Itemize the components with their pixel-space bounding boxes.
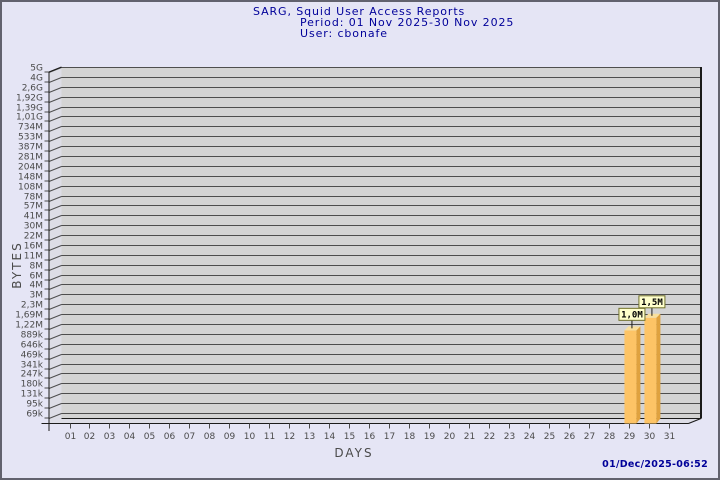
- bar-value-labels: 1,0M 1,5M: [618, 295, 666, 329]
- chart-3d-walls: [49, 67, 701, 424]
- svg-text:281M: 281M: [18, 153, 43, 163]
- svg-text:12: 12: [284, 432, 295, 442]
- svg-text:21: 21: [464, 432, 475, 442]
- svg-text:04: 04: [124, 432, 136, 442]
- svg-text:1,01G: 1,01G: [16, 113, 43, 123]
- svg-text:2,6G: 2,6G: [22, 84, 43, 94]
- svg-text:5G: 5G: [30, 64, 43, 74]
- svg-text:19: 19: [424, 432, 436, 442]
- y-axis-label: BYTES: [10, 241, 24, 289]
- svg-text:646k: 646k: [21, 341, 44, 351]
- svg-text:57M: 57M: [24, 202, 43, 212]
- svg-text:05: 05: [144, 432, 155, 442]
- svg-text:07: 07: [184, 432, 195, 442]
- svg-text:341k: 341k: [21, 361, 44, 371]
- svg-text:27: 27: [584, 432, 595, 442]
- value-box-day-30: [638, 295, 666, 309]
- svg-text:4M: 4M: [30, 281, 44, 291]
- svg-text:23: 23: [504, 432, 515, 442]
- svg-text:204M: 204M: [18, 163, 43, 173]
- svg-text:28: 28: [604, 432, 616, 442]
- svg-text:30M: 30M: [24, 222, 43, 232]
- svg-text:2,3M: 2,3M: [21, 301, 43, 311]
- bars: [624, 313, 661, 424]
- svg-text:469k: 469k: [21, 351, 44, 361]
- svg-text:1,0M: 1,0M: [621, 310, 643, 320]
- svg-text:15: 15: [344, 432, 355, 442]
- svg-text:148M: 148M: [18, 173, 43, 183]
- svg-text:17: 17: [384, 432, 395, 442]
- svg-text:31: 31: [664, 432, 675, 442]
- svg-text:20: 20: [444, 432, 456, 442]
- svg-text:06: 06: [164, 432, 176, 442]
- svg-text:26: 26: [564, 432, 576, 442]
- svg-text:08: 08: [204, 432, 216, 442]
- svg-text:95k: 95k: [26, 400, 43, 410]
- svg-text:30: 30: [644, 432, 656, 442]
- svg-text:25: 25: [544, 432, 555, 442]
- bar-day-29: [624, 330, 637, 424]
- svg-text:16M: 16M: [24, 242, 43, 252]
- svg-text:6M: 6M: [30, 272, 44, 282]
- svg-text:1,69M: 1,69M: [15, 311, 43, 321]
- x-axis-label: DAYS: [334, 446, 374, 460]
- svg-text:180k: 180k: [21, 380, 44, 390]
- svg-text:14: 14: [324, 432, 336, 442]
- svg-text:22: 22: [484, 432, 495, 442]
- report-title: SARG, Squid User Access Reports: [253, 5, 466, 18]
- y-axis-ticks: 5G4G2,6G1,92G1,39G1,01G734M533M387M281M2…: [15, 64, 50, 420]
- svg-text:247k: 247k: [21, 370, 44, 380]
- svg-text:13: 13: [304, 432, 315, 442]
- svg-text:734M: 734M: [18, 123, 43, 133]
- svg-text:108M: 108M: [18, 183, 43, 193]
- svg-text:09: 09: [224, 432, 236, 442]
- x-axis-ticks: 01 02 03 04 05 06 07 08 09 10 11 12 13 14 15 16 17 18 19 20…: [65, 423, 675, 442]
- svg-text:18: 18: [404, 432, 416, 442]
- report-user: User: cbonafe: [300, 27, 388, 40]
- svg-text:1,5M: 1,5M: [641, 298, 663, 308]
- svg-text:24: 24: [524, 432, 536, 442]
- report-timestamp: 01/Dec/2025-06:52: [602, 459, 708, 470]
- bar-day-30: [644, 317, 657, 424]
- svg-text:533M: 533M: [18, 133, 43, 143]
- svg-text:4G: 4G: [30, 74, 43, 84]
- svg-text:1,22M: 1,22M: [15, 321, 43, 331]
- svg-text:22M: 22M: [24, 232, 43, 242]
- svg-text:1,92G: 1,92G: [16, 94, 43, 104]
- svg-text:01: 01: [65, 432, 76, 442]
- svg-text:11M: 11M: [24, 252, 43, 262]
- svg-text:3M: 3M: [30, 291, 44, 301]
- grid-lines: [48, 67, 701, 419]
- report-period: Period: 01 Nov 2025-30 Nov 2025: [300, 16, 515, 29]
- svg-text:1,39G: 1,39G: [16, 104, 43, 114]
- svg-text:387M: 387M: [18, 143, 43, 153]
- svg-text:03: 03: [104, 432, 115, 442]
- svg-text:11: 11: [264, 432, 275, 442]
- svg-text:02: 02: [84, 432, 95, 442]
- svg-text:131k: 131k: [21, 390, 44, 400]
- svg-text:78M: 78M: [24, 193, 43, 203]
- svg-text:41M: 41M: [24, 212, 43, 222]
- svg-text:69k: 69k: [26, 410, 43, 420]
- svg-text:8M: 8M: [30, 262, 44, 272]
- svg-text:889k: 889k: [21, 331, 44, 341]
- svg-text:16: 16: [364, 432, 376, 442]
- svg-text:29: 29: [624, 432, 636, 442]
- value-box-day-29: [618, 307, 646, 321]
- svg-text:10: 10: [244, 432, 256, 442]
